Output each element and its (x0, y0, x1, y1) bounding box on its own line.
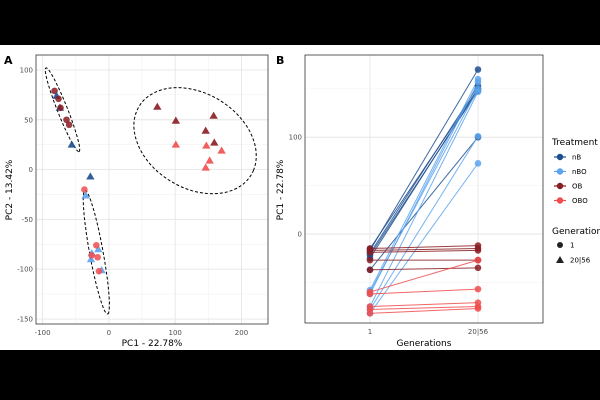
x-tick-label: -100 (35, 329, 51, 337)
point-OB (366, 266, 374, 274)
legend-treatment-title: Treatment (551, 138, 598, 148)
line-OBO (369, 288, 479, 295)
point-OB (65, 121, 73, 129)
point-nBO (94, 245, 103, 253)
y-tick-label: -50 (22, 216, 33, 224)
point-OB (57, 104, 64, 112)
point-nBO (474, 132, 482, 140)
point-OBO (93, 241, 100, 249)
point-OBO (474, 305, 482, 312)
confidence-ellipse (133, 87, 257, 195)
line-nBO (369, 163, 479, 314)
point-OBO (205, 156, 214, 164)
panel-b-ylabel: PC1 - 22.78% (276, 159, 286, 220)
point-nB (86, 172, 95, 180)
line-OB (369, 245, 479, 250)
y-tick-label: 0 (298, 230, 302, 238)
line-nB (369, 88, 479, 249)
point-nBO (474, 78, 482, 86)
legend: Treatment Generation nB nBO OB OBO 1 20|56 (551, 138, 600, 265)
point-OBO (201, 163, 210, 171)
plot-border-a (35, 54, 269, 325)
legend-circle-icon (557, 242, 563, 248)
point-OB (209, 111, 218, 119)
panel-a-xlabel: PC1 - 22.78% (122, 339, 183, 349)
line-nBO (369, 136, 479, 310)
legend-label-nBO: nBO (572, 168, 587, 176)
y-tick-label: 0 (29, 166, 33, 174)
line-OB (369, 249, 479, 253)
point-OB (366, 249, 374, 256)
x-tick-label: 0 (107, 329, 111, 337)
point-OB (153, 102, 162, 110)
line-nBO (369, 91, 479, 307)
legend-label-OBO: OBO (572, 197, 588, 205)
point-OB (63, 116, 70, 124)
legend-label-OB: OB (572, 183, 583, 191)
point-OBO (217, 146, 226, 154)
point-OBO (171, 140, 181, 148)
point-OBO (202, 141, 211, 149)
line-OB (369, 248, 479, 251)
point-OBO (88, 251, 95, 259)
point-OBO (474, 256, 482, 264)
line-OBO (369, 307, 479, 314)
panel-a-ylabel: PC2 - 13.42% (5, 159, 15, 220)
legend-label-nB: nB (572, 154, 581, 162)
line-OBO (369, 302, 479, 308)
legend-triangle-icon (556, 256, 564, 263)
point-OBO (95, 267, 103, 275)
line-nBO (369, 88, 479, 293)
legend-key-nB (556, 153, 564, 161)
point-OB (210, 138, 219, 146)
confidence-ellipse (44, 67, 81, 153)
panel-b: 100 0 1 20|56 (289, 54, 544, 336)
point-nBO (474, 160, 482, 167)
plot-border-b (304, 54, 544, 324)
point-OBO (94, 253, 101, 261)
point-OBO (474, 285, 482, 293)
x-tick-label: 200 (235, 329, 248, 337)
plot-area-a (36, 55, 268, 324)
figure: -100 0 100 200 100 50 0 -50 -100 -150 100 0 1 20|56 … (0, 45, 600, 350)
y-tick-label: 100 (289, 134, 302, 142)
point-nBO (86, 255, 96, 263)
legend-label-generation: 1 (570, 242, 574, 250)
point-nBO (81, 191, 90, 199)
point-OBO (366, 310, 374, 317)
legend-key-nBO (556, 168, 564, 175)
point-nB (474, 66, 482, 73)
point-OBO (366, 290, 374, 298)
panel-a-label: A (4, 54, 13, 67)
legend-key-OB (556, 182, 564, 190)
panel-b-label: B (276, 54, 284, 67)
y-tick-label: -150 (17, 316, 33, 324)
point-OB (474, 264, 482, 272)
point-OBO (81, 186, 88, 193)
legend-generation-title: Generation (552, 227, 600, 237)
point-nBO (474, 88, 482, 96)
line-OBO (369, 306, 479, 310)
x-tick-label: 20|56 (468, 328, 489, 336)
y-tick-label: 100 (20, 66, 33, 74)
point-OB (366, 256, 374, 264)
point-OB (171, 116, 181, 124)
legend-key-OBO (556, 197, 564, 204)
line-nB (369, 69, 479, 251)
line-OB (369, 267, 479, 271)
point-OB (201, 126, 210, 134)
panel-b-xlabel: Generations (397, 339, 452, 349)
legend-label-generation: 20|56 (570, 257, 591, 265)
y-tick-label: -100 (17, 266, 33, 274)
line-OBO (369, 259, 479, 293)
x-tick-label: 100 (169, 329, 182, 337)
point-OB (474, 247, 482, 254)
line-nBO (369, 78, 479, 291)
point-OB (55, 95, 62, 103)
y-tick-label: 50 (24, 116, 33, 124)
point-nB (67, 140, 76, 148)
x-tick-label: 1 (368, 328, 372, 336)
